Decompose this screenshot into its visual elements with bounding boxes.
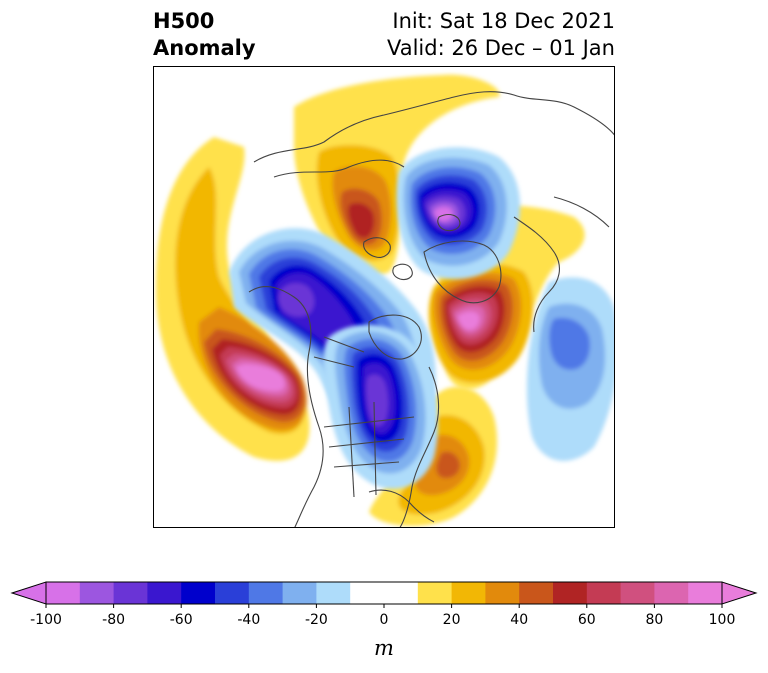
colorbar-segment xyxy=(215,582,250,604)
anomaly-map xyxy=(153,66,615,528)
colorbar-svg: -100 -80 -60 -40 -20 0 20 40 60 80 100 xyxy=(10,581,758,628)
colorbar-segment xyxy=(316,582,351,604)
negative-anomaly-north-pole-russia xyxy=(396,147,521,280)
colorbar-extend-max xyxy=(721,581,758,605)
colorbar-segment xyxy=(485,582,520,604)
anomaly-label: Anomaly xyxy=(153,36,256,60)
colorbar-segment xyxy=(654,582,689,604)
colorbar-tick-label: -100 xyxy=(30,612,62,628)
colorbar-tick-label: 80 xyxy=(645,612,663,628)
valid-range-label: Valid: 26 Dec – 01 Jan xyxy=(386,36,615,60)
colorbar-tick-label: 40 xyxy=(510,612,528,628)
colorbar-segment xyxy=(248,582,284,604)
colorbar-segment xyxy=(282,582,317,604)
colorbar-segment xyxy=(79,582,115,604)
anomaly-map-svg xyxy=(154,67,614,527)
colorbar-segment xyxy=(417,582,453,604)
positive-anomaly-north-pacific xyxy=(155,137,310,461)
colorbar-segment xyxy=(113,582,148,604)
negative-anomaly-eastern-atlantic xyxy=(526,277,614,461)
colorbar-unit-label: m xyxy=(374,636,394,660)
colorbar-segment xyxy=(350,582,385,604)
colorbar-tick-label: 0 xyxy=(380,612,389,628)
chart-title-left: H500 Anomaly xyxy=(153,8,256,62)
colorbar-segment xyxy=(519,582,554,604)
colorbar-segment xyxy=(586,582,622,604)
colorbar-segment xyxy=(46,582,81,604)
colorbar-segment xyxy=(451,582,486,604)
colorbar-segment xyxy=(147,582,182,604)
colorbar-tick-label: -20 xyxy=(305,612,328,628)
positive-anomaly-siberia xyxy=(294,74,500,276)
colorbar-tick-label: -40 xyxy=(237,612,260,628)
colorbar-tick-label: 100 xyxy=(709,612,736,628)
colorbar-segment xyxy=(553,582,588,604)
colorbar-tick-label: -80 xyxy=(102,612,125,628)
positive-anomaly-greenland-iceland xyxy=(428,205,585,390)
coastlines-and-borders xyxy=(248,91,614,527)
colorbar-segment xyxy=(384,582,419,604)
positive-anomaly-western-atlantic xyxy=(369,386,498,527)
colorbar-tick-label: 60 xyxy=(578,612,596,628)
colorbar: -100 -80 -60 -40 -20 0 20 40 60 80 100 xyxy=(0,570,768,670)
init-date-label: Init: Sat 18 Dec 2021 xyxy=(392,9,615,33)
colorbar-segment xyxy=(620,582,655,604)
colorbar-tick-label: 20 xyxy=(443,612,461,628)
colorbar-extend-min xyxy=(10,581,47,605)
negative-anomaly-central-canada xyxy=(323,324,438,489)
variable-label: H500 xyxy=(153,9,215,33)
colorbar-segment xyxy=(181,582,216,604)
colorbar-segment xyxy=(688,582,723,604)
chart-title-right: Init: Sat 18 Dec 2021 Valid: 26 Dec – 01… xyxy=(387,8,615,62)
colorbar-tick-label: -60 xyxy=(170,612,193,628)
